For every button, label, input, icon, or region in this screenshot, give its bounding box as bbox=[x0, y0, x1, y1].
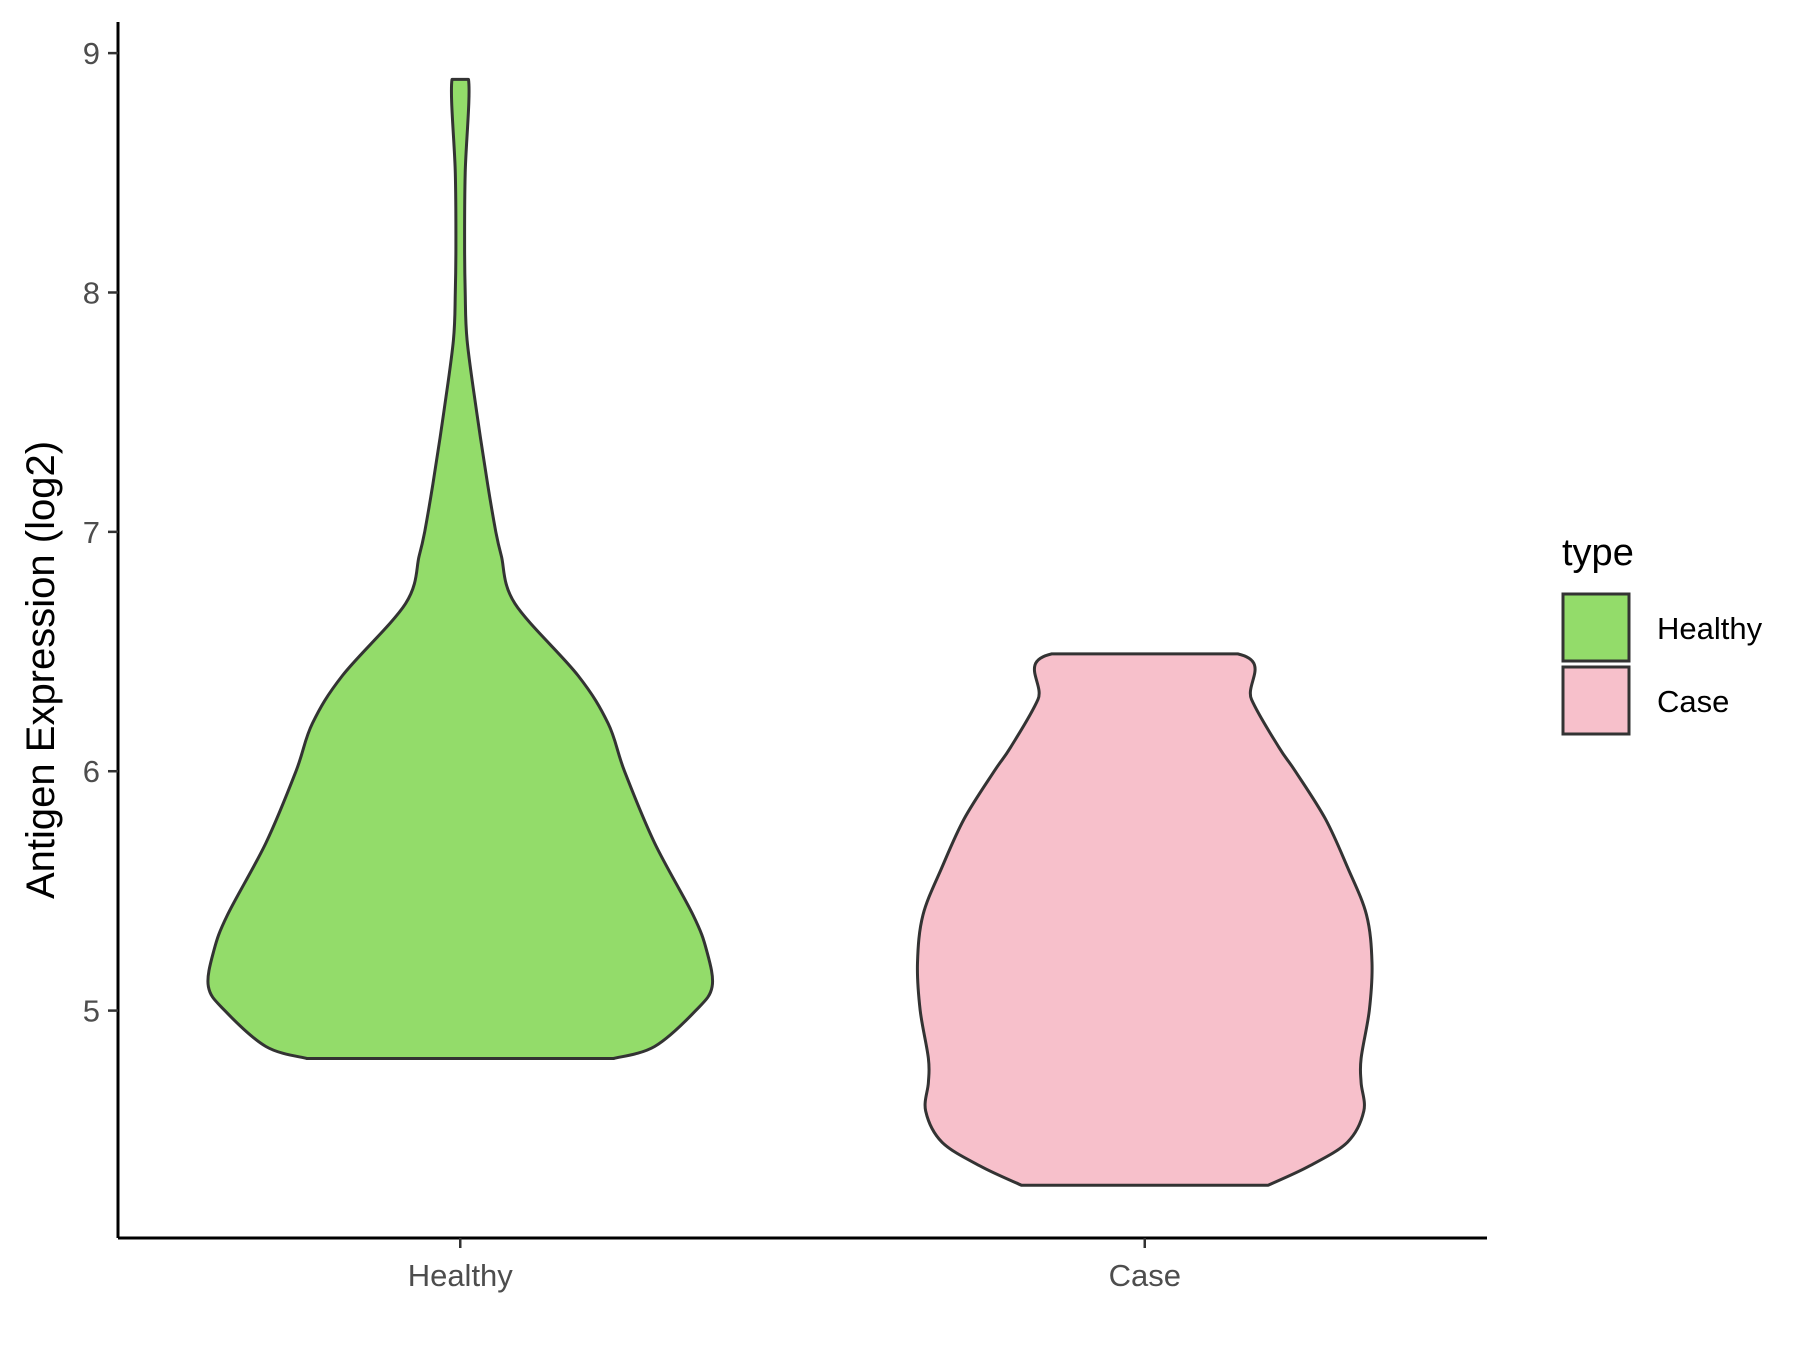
legend-title: type bbox=[1562, 532, 1634, 574]
axes: 5 6 7 8 9 Healthy Case Antigen Expression (log2… bbox=[19, 22, 1487, 1293]
legend-label-case: Case bbox=[1657, 684, 1729, 719]
legend-swatch-case bbox=[1561, 665, 1631, 736]
legend-swatch-healthy bbox=[1561, 592, 1631, 663]
y-tick-label: 9 bbox=[83, 36, 100, 71]
x-tick-label: Case bbox=[1109, 1258, 1181, 1293]
legend: type Healthy Case bbox=[1561, 532, 1763, 736]
violin-layer bbox=[206, 77, 1374, 1187]
y-axis-title: Antigen Expression (log2) bbox=[19, 441, 63, 899]
legend-label-healthy: Healthy bbox=[1657, 611, 1763, 646]
y-tick-label: 7 bbox=[83, 515, 100, 550]
y-tick-label: 6 bbox=[83, 754, 100, 789]
violin-case bbox=[915, 652, 1374, 1187]
x-tick-label: Healthy bbox=[408, 1258, 514, 1293]
violin-healthy bbox=[206, 77, 715, 1060]
y-tick-label: 8 bbox=[83, 275, 100, 310]
y-tick-label: 5 bbox=[83, 994, 100, 1029]
